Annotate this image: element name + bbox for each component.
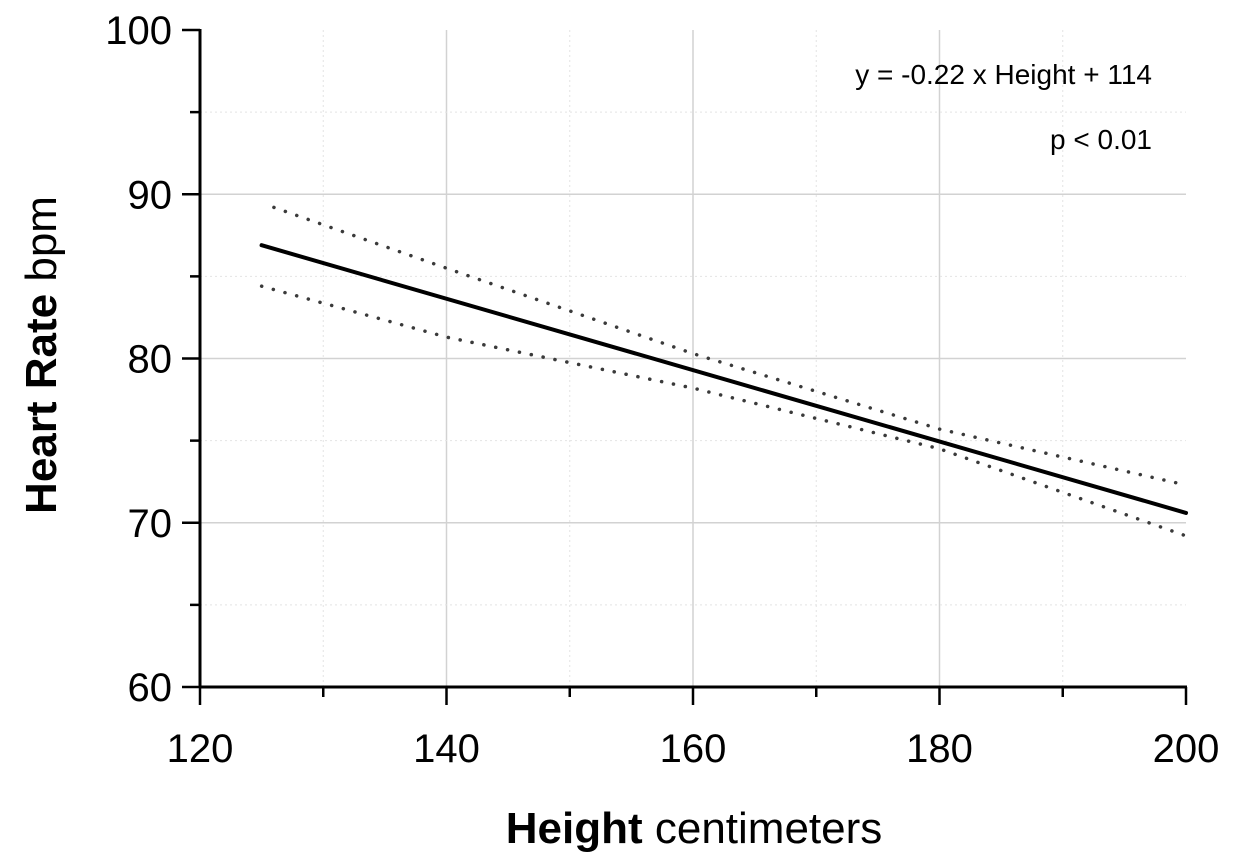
x-axis-label-rest: centimeters — [643, 804, 883, 853]
x-tick-label: 120 — [167, 727, 234, 771]
plot-series — [259, 205, 1188, 538]
y-tick-label: 100 — [105, 9, 172, 53]
y-axis-label: Heart Rate bpm — [17, 196, 66, 514]
axes — [182, 28, 1188, 705]
x-tick-label: 180 — [906, 727, 973, 771]
y-tick-label: 70 — [128, 502, 173, 546]
p-value-annotation: p < 0.01 — [1050, 124, 1152, 155]
x-axis-label-bold: Height — [506, 804, 643, 853]
y-tick-label: 60 — [128, 666, 173, 710]
x-axis-label: Height centimeters — [506, 804, 883, 853]
equation-annotation: y = -0.22 x Height + 114 — [855, 59, 1152, 90]
x-tick-label: 200 — [1153, 727, 1220, 771]
confidence-band-line-1 — [272, 205, 1188, 487]
x-tick-label: 160 — [660, 727, 727, 771]
y-tick-label: 80 — [128, 338, 173, 382]
regression-line — [259, 243, 1188, 515]
grid-lines — [200, 30, 1186, 687]
tick-labels: 120 140 160 180 200 60 70 80 90 100 — [105, 9, 1219, 771]
y-axis-label-rest: bpm — [17, 196, 66, 294]
confidence-band-line-2 — [259, 284, 1188, 538]
y-axis-label-bold: Heart Rate — [17, 294, 66, 514]
y-tick-label: 90 — [128, 173, 173, 217]
x-tick-label: 140 — [413, 727, 480, 771]
